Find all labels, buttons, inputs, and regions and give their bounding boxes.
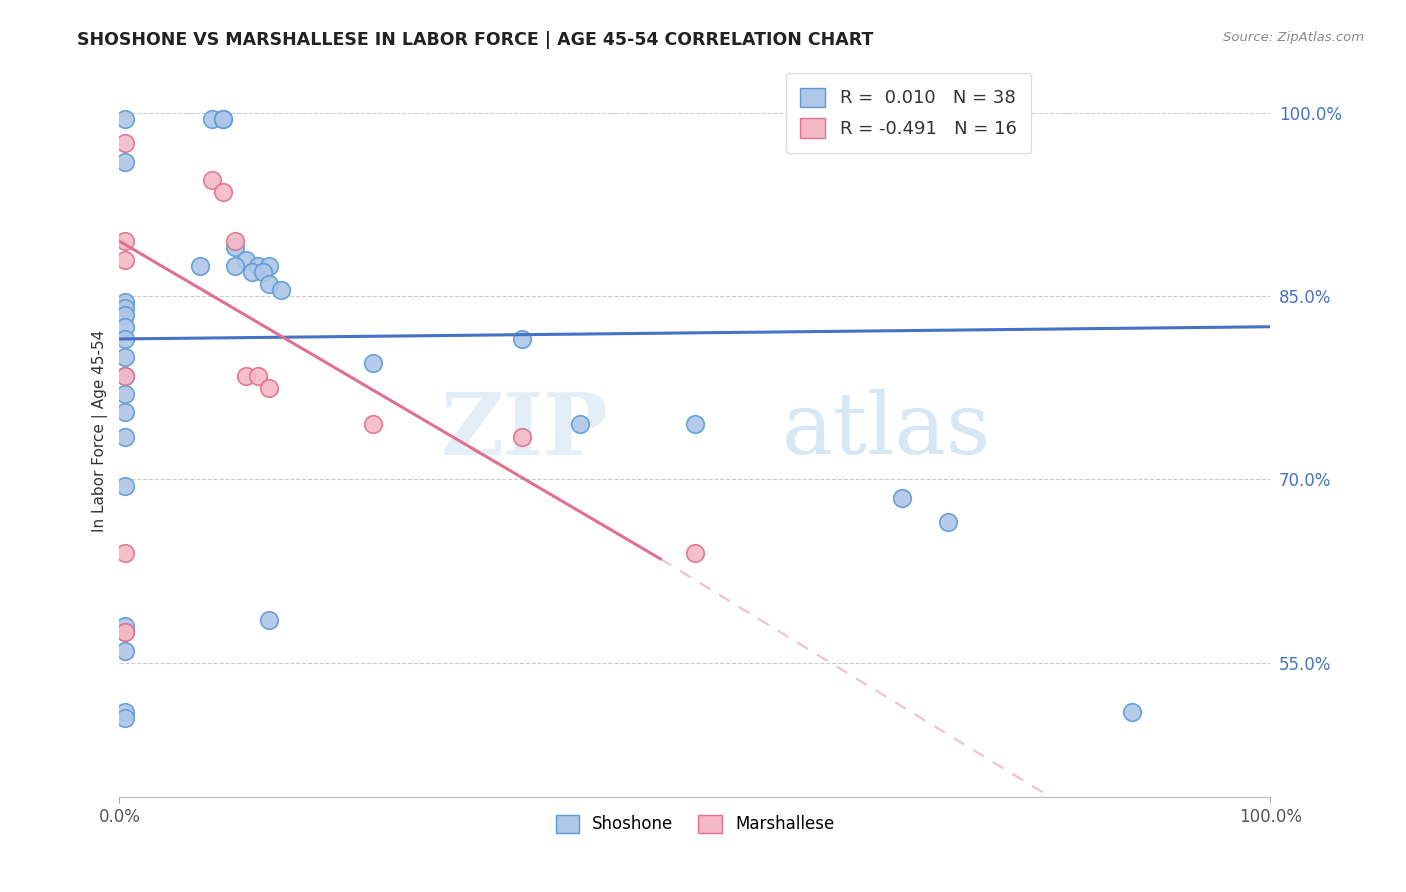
- Point: [257, 613, 280, 627]
- Point: [1121, 705, 1143, 719]
- Point: [188, 259, 211, 273]
- Point: [246, 259, 269, 273]
- Point: [114, 405, 136, 419]
- Point: [114, 319, 136, 334]
- Point: [114, 546, 136, 560]
- Point: [114, 252, 136, 267]
- Point: [212, 186, 235, 200]
- Point: [114, 368, 136, 383]
- Y-axis label: In Labor Force | Age 45-54: In Labor Force | Age 45-54: [93, 329, 108, 532]
- Point: [510, 430, 533, 444]
- Point: [212, 112, 235, 126]
- Point: [114, 619, 136, 633]
- Point: [270, 283, 292, 297]
- Point: [683, 546, 706, 560]
- Point: [246, 368, 269, 383]
- Point: [114, 234, 136, 248]
- Point: [114, 705, 136, 719]
- Point: [114, 351, 136, 365]
- Point: [936, 515, 959, 529]
- Point: [510, 332, 533, 346]
- Point: [200, 112, 222, 126]
- Text: ZIP: ZIP: [441, 389, 609, 473]
- Point: [257, 277, 280, 291]
- Point: [114, 112, 136, 126]
- Point: [114, 478, 136, 492]
- Point: [568, 417, 591, 432]
- Point: [361, 356, 384, 370]
- Point: [252, 265, 274, 279]
- Point: [114, 368, 136, 383]
- Point: [114, 308, 136, 322]
- Point: [257, 381, 280, 395]
- Text: atlas: atlas: [782, 389, 990, 472]
- Point: [224, 259, 246, 273]
- Point: [235, 368, 257, 383]
- Point: [114, 625, 136, 640]
- Point: [114, 154, 136, 169]
- Point: [240, 265, 263, 279]
- Point: [212, 112, 235, 126]
- Point: [114, 643, 136, 657]
- Point: [114, 387, 136, 401]
- Text: Source: ZipAtlas.com: Source: ZipAtlas.com: [1223, 31, 1364, 45]
- Point: [891, 491, 914, 505]
- Point: [683, 417, 706, 432]
- Point: [200, 173, 222, 187]
- Point: [235, 252, 257, 267]
- Point: [114, 295, 136, 310]
- Point: [257, 259, 280, 273]
- Point: [114, 430, 136, 444]
- Point: [361, 417, 384, 432]
- Point: [224, 234, 246, 248]
- Point: [114, 136, 136, 151]
- Legend: Shoshone, Marshallese: Shoshone, Marshallese: [548, 808, 841, 840]
- Point: [114, 301, 136, 316]
- Text: SHOSHONE VS MARSHALLESE IN LABOR FORCE | AGE 45-54 CORRELATION CHART: SHOSHONE VS MARSHALLESE IN LABOR FORCE |…: [77, 31, 873, 49]
- Point: [114, 711, 136, 725]
- Point: [114, 625, 136, 640]
- Point: [114, 332, 136, 346]
- Point: [224, 240, 246, 254]
